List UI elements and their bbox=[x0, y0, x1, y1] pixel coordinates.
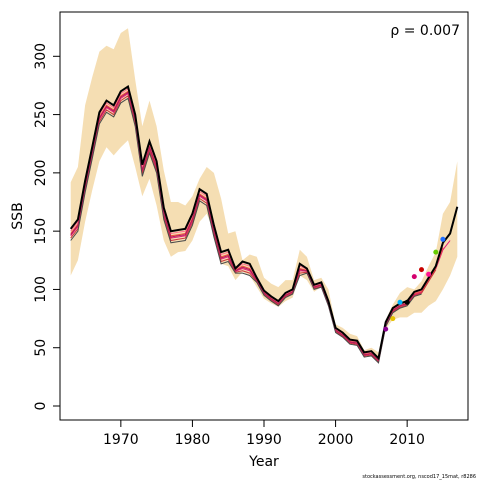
retro-line-5 bbox=[70, 97, 422, 364]
retro-endpoint-2015 bbox=[440, 236, 446, 242]
ssb-line bbox=[69, 85, 459, 361]
retro-endpoint-2010 bbox=[404, 299, 410, 305]
y-tick-label-200: 200 bbox=[33, 160, 49, 187]
x-tick-label-1970: 1970 bbox=[103, 432, 139, 448]
x-tick-label-2000: 2000 bbox=[318, 432, 354, 448]
footer-credit: stockassessment.org, nscod17_15mat, r828… bbox=[362, 474, 476, 480]
y-tick-label-150: 150 bbox=[33, 218, 49, 245]
y-tick-label-250: 250 bbox=[33, 101, 49, 128]
retro-line-6 bbox=[70, 91, 415, 362]
confidence-band bbox=[70, 28, 458, 363]
retro-endpoint-2009 bbox=[397, 299, 403, 305]
retro-endpoint-2008 bbox=[390, 316, 396, 322]
y-tick-label-0: 0 bbox=[33, 402, 49, 411]
x-axis-title: Year bbox=[248, 454, 279, 470]
y-tick-label-300: 300 bbox=[33, 43, 49, 70]
retro-endpoint-2014 bbox=[433, 249, 439, 255]
retro-endpoint-2013 bbox=[426, 271, 432, 277]
rho-annotation: ρ = 0.007 bbox=[390, 23, 460, 39]
x-tick-label-2010: 2010 bbox=[389, 432, 425, 448]
retro-endpoint-2007 bbox=[383, 326, 389, 332]
y-tick-label-100: 100 bbox=[33, 276, 49, 303]
confidence-band-layer bbox=[70, 28, 458, 363]
y-axis: 0 50 100 150 200 250 300 bbox=[33, 43, 60, 411]
y-tick-label-50: 50 bbox=[33, 339, 49, 357]
x-tick-label-1990: 1990 bbox=[246, 432, 282, 448]
endpoint-markers-layer bbox=[383, 236, 446, 332]
retro-endpoint-2012 bbox=[419, 267, 424, 273]
y-axis-title: SSB bbox=[10, 202, 26, 229]
x-tick-label-1980: 1980 bbox=[175, 432, 211, 448]
x-axis: 1970 1980 1990 2000 2010 bbox=[103, 420, 425, 448]
main-line-layer bbox=[69, 85, 459, 361]
retro-line-3 bbox=[70, 95, 437, 363]
retro-endpoint-2011 bbox=[411, 274, 417, 280]
